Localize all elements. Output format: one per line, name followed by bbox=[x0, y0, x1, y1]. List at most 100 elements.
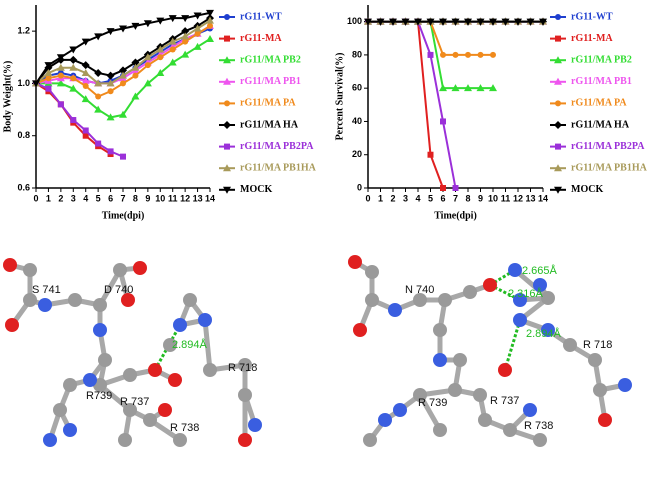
x-tick-label: 14 bbox=[205, 193, 215, 203]
atom bbox=[68, 293, 82, 307]
data-point bbox=[70, 117, 77, 124]
x-tick-label: 12 bbox=[513, 193, 523, 203]
x-tick-label: 4 bbox=[83, 193, 88, 203]
atom bbox=[533, 278, 547, 292]
legend-label: rG11/MA HA bbox=[240, 119, 299, 130]
x-tick-label: 7 bbox=[120, 193, 125, 203]
data-point bbox=[57, 101, 64, 108]
legend-marker bbox=[224, 100, 230, 107]
data-point bbox=[156, 45, 165, 53]
legend-marker bbox=[555, 14, 561, 20]
atom bbox=[238, 433, 252, 447]
atom bbox=[163, 338, 177, 352]
atom bbox=[438, 293, 452, 307]
structure-labels: S 741 D 740 2.894Å R 718 R739 R 737 R 73… bbox=[32, 264, 612, 434]
atom bbox=[453, 353, 467, 367]
data-point bbox=[206, 34, 214, 42]
data-point bbox=[45, 85, 52, 92]
legend-label: rG11/MA PA bbox=[240, 98, 296, 109]
legend-marker bbox=[224, 143, 230, 150]
data-point bbox=[193, 24, 202, 32]
data-point bbox=[439, 18, 447, 26]
x-tick-label: 10 bbox=[155, 193, 165, 203]
atom bbox=[148, 363, 162, 377]
legend-marker bbox=[223, 77, 231, 85]
atom bbox=[388, 303, 402, 317]
data-point bbox=[120, 153, 126, 160]
legend-label: rG11/MA HA bbox=[571, 119, 630, 130]
data-point bbox=[94, 68, 103, 77]
data-point bbox=[56, 54, 65, 62]
data-point bbox=[106, 113, 115, 121]
data-point bbox=[94, 79, 103, 87]
data-point bbox=[181, 32, 190, 40]
data-point bbox=[120, 80, 126, 87]
data-point bbox=[82, 132, 89, 139]
data-point bbox=[501, 18, 510, 26]
x-tick-label: 3 bbox=[71, 193, 76, 203]
data-point bbox=[206, 9, 214, 17]
distance-label: 2.894Å bbox=[172, 338, 208, 351]
x-tick-label: 2 bbox=[58, 193, 63, 203]
atom bbox=[541, 323, 555, 337]
data-point bbox=[476, 84, 485, 92]
residue-label: R 738 bbox=[170, 422, 199, 434]
legend-marker bbox=[554, 164, 562, 172]
data-point bbox=[119, 71, 127, 79]
data-point bbox=[107, 88, 114, 95]
atom bbox=[618, 378, 632, 392]
data-point bbox=[144, 62, 151, 69]
series-line bbox=[368, 20, 444, 189]
x-tick-label: 8 bbox=[133, 193, 138, 203]
data-point bbox=[143, 53, 152, 61]
data-point bbox=[181, 50, 190, 58]
x-tick-label: 0 bbox=[365, 193, 370, 203]
x-tick-label: 5 bbox=[428, 193, 433, 203]
legend-label: rG11/MA PB2 bbox=[571, 54, 632, 65]
legend-label: rG11/MA PB2PA bbox=[571, 141, 645, 152]
legend-marker bbox=[555, 35, 561, 42]
data-point bbox=[169, 46, 176, 53]
legend-marker bbox=[224, 35, 230, 42]
data-point bbox=[56, 63, 65, 71]
atom bbox=[43, 433, 57, 447]
atom bbox=[541, 291, 555, 305]
atom bbox=[123, 368, 137, 382]
data-point bbox=[106, 79, 115, 87]
x-tick-label: 3 bbox=[403, 193, 408, 203]
data-point bbox=[131, 22, 140, 30]
data-point bbox=[95, 93, 102, 100]
x-tick-label: 8 bbox=[465, 193, 470, 203]
x-tick-label: 5 bbox=[96, 193, 101, 203]
data-point bbox=[143, 79, 152, 87]
atom bbox=[563, 338, 577, 352]
data-point bbox=[81, 38, 90, 46]
atom bbox=[598, 413, 612, 427]
atom bbox=[158, 403, 172, 417]
atom bbox=[183, 293, 197, 307]
data-point bbox=[44, 62, 53, 70]
data-point bbox=[95, 140, 102, 147]
x-tick-label: 9 bbox=[145, 193, 150, 203]
data-point bbox=[464, 84, 472, 92]
legend-marker bbox=[223, 186, 231, 194]
legend-marker bbox=[224, 14, 230, 20]
data-point bbox=[69, 63, 78, 71]
x-tick-label: 12 bbox=[180, 193, 190, 203]
structures bbox=[3, 255, 632, 447]
line-chart: 0.60.81.01.20 1 2 3 4 5 6 7 8 9 10 11 12 13 14Time(dpi… bbox=[2, 5, 317, 221]
x-tick-label: 7 bbox=[453, 193, 458, 203]
y-tick-label: 80 bbox=[352, 49, 362, 59]
legend-marker bbox=[223, 121, 231, 129]
data-point bbox=[57, 72, 64, 79]
y-axis-title: Body Weight(%) bbox=[2, 61, 13, 133]
atom bbox=[248, 418, 262, 432]
y-tick-label: 1.0 bbox=[17, 78, 30, 88]
data-point bbox=[414, 18, 422, 26]
data-point bbox=[464, 18, 472, 26]
data-point bbox=[376, 18, 385, 26]
atom bbox=[523, 403, 537, 417]
data-point bbox=[181, 15, 190, 23]
data-point bbox=[427, 51, 434, 58]
y-tick-label: 1.2 bbox=[17, 26, 30, 36]
